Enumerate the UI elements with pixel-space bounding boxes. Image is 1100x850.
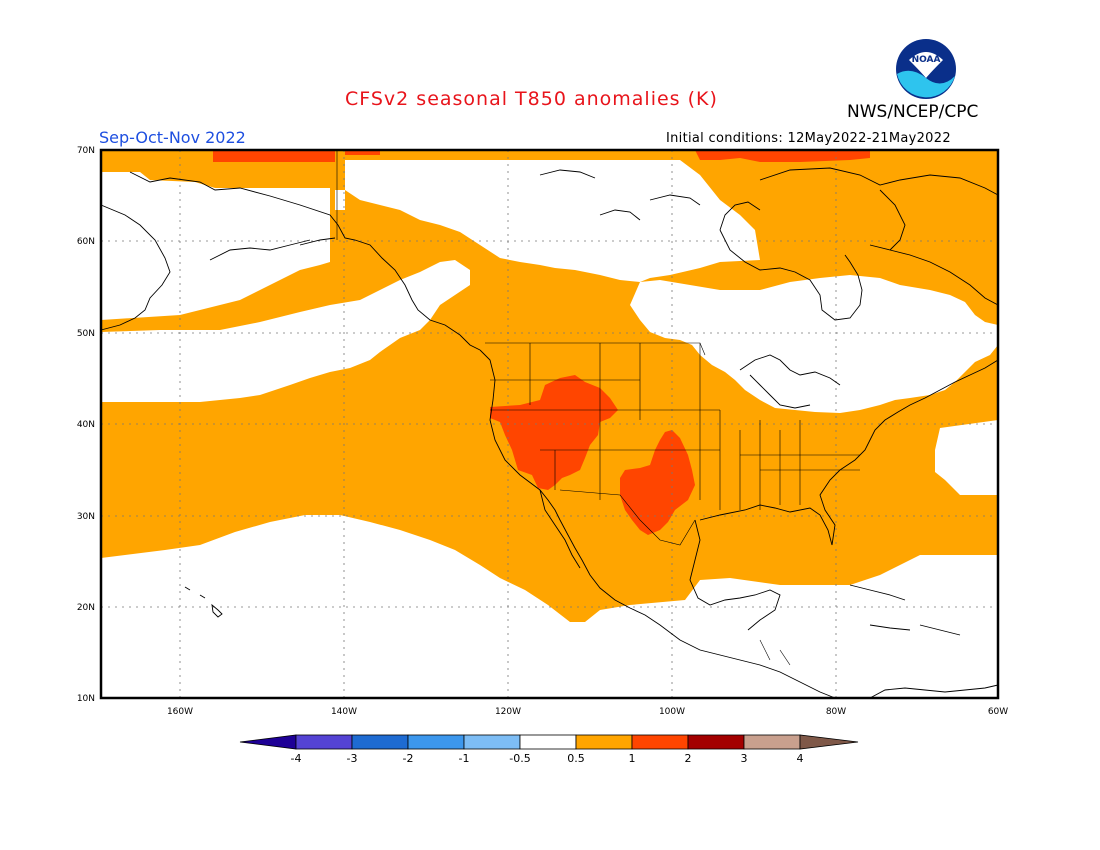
colorbar-label: -4 [291,752,302,765]
lat-label-20n: 20N [77,603,95,613]
colorbar-swatch-3 [407,734,465,750]
latitude-labels: 70N 60N 50N 40N 30N 20N 10N [77,146,95,704]
colorbar-label: 2 [685,752,692,765]
lon-label-80w: 80W [826,707,846,717]
map-title: CFSv2 seasonal T850 anomalies (K) [345,88,718,110]
lon-label-120w: 120W [495,707,521,717]
colorbar-swatch-6 [575,734,633,750]
lon-label-100w: 100W [659,707,685,717]
colorbar-swatch-2 [351,734,409,750]
lon-label-160w: 160W [167,707,193,717]
colorbar-swatch-1 [295,734,353,750]
lat-label-40n: 40N [77,420,95,430]
lat-label-10n: 10N [77,694,95,704]
coastlines [100,167,999,699]
colorbar-label: 0.5 [567,752,585,765]
colorbar-swatches [239,734,859,750]
colorbar-swatch-8 [687,734,745,750]
colorbar-swatch-9 [743,734,801,750]
colorbar-swatch-4 [463,734,521,750]
lon-label-60w: 60W [988,707,1008,717]
longitude-labels: 160W 140W 120W 100W 80W 60W [167,707,1008,717]
colorbar-label: 1 [629,752,636,765]
colorbar-swatch-7 [631,734,689,750]
lon-label-140w: 140W [331,707,357,717]
season-label: Sep-Oct-Nov 2022 [99,128,246,147]
lat-label-50n: 50N [77,329,95,339]
colorbar-swatch-above-max [799,734,859,750]
agency-label: NWS/NCEP/CPC [847,102,979,122]
colorbar-label: -1 [459,752,470,765]
colorbar-label: 3 [741,752,748,765]
colorbar-swatch-5 [519,734,577,750]
colorbar-label: -2 [403,752,414,765]
initial-conditions-label: Initial conditions: 12May2022-21May2022 [666,131,951,146]
lat-label-30n: 30N [77,512,95,522]
colorbar-label: -0.5 [509,752,530,765]
lat-label-60n: 60N [77,237,95,247]
colorbar-labels: -4 -3 -2 -1 -0.5 0.5 1 2 3 4 [291,752,804,765]
colorbar-swatch-below-min [239,734,297,750]
colorbar-label: 4 [797,752,804,765]
map-frame [99,148,1000,700]
noaa-logo: NOAA [896,39,956,99]
neutral-regions [101,160,998,495]
anomaly-1-2-region [213,150,870,535]
colorbar-label: -3 [347,752,358,765]
noaa-logo-text: NOAA [912,55,941,65]
political-borders [336,150,860,666]
lat-label-70n: 70N [77,146,95,156]
